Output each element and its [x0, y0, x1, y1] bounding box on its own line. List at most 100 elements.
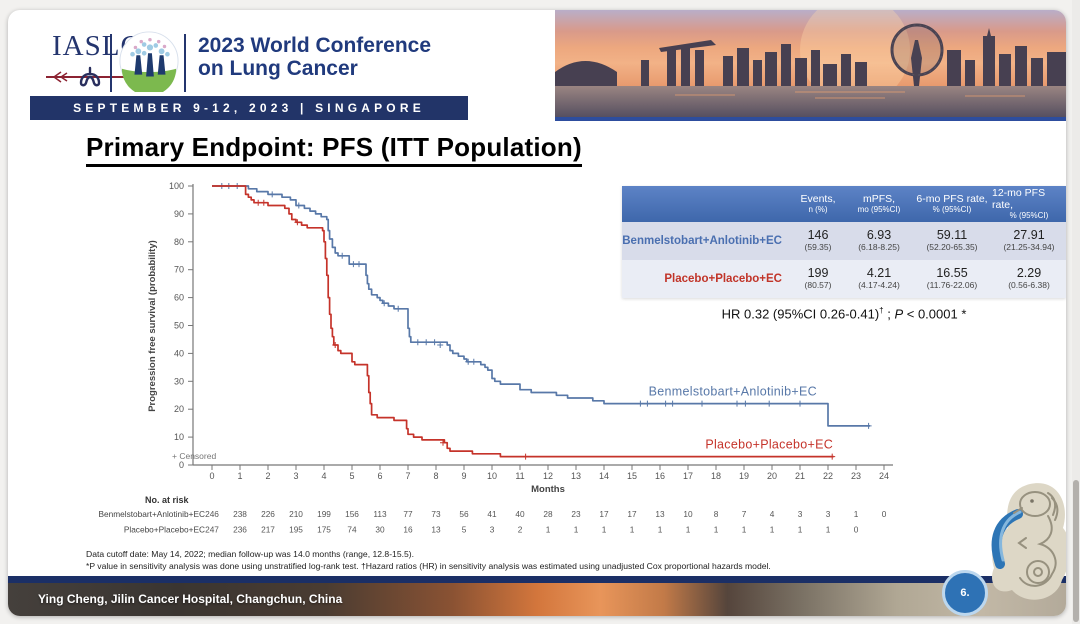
at-risk-value: 8 [714, 509, 719, 519]
conference-title-line2: on Lung Cancer [198, 57, 358, 81]
x-tick-label: 5 [349, 471, 354, 481]
censor-mark [465, 358, 472, 365]
censor-mark [414, 339, 421, 346]
at-risk-value: 77 [403, 509, 413, 519]
km-curve-1 [212, 185, 834, 458]
x-tick-label: 4 [321, 471, 326, 481]
results-header-mpfs: mPFS, mo (95%CI) [846, 186, 912, 222]
at-risk-value: 3 [826, 509, 831, 519]
at-risk-value: 0 [882, 509, 887, 519]
x-tick-label: 16 [655, 471, 665, 481]
results-header-12mo: 12-mo PFS rate, % (95%CI) [992, 186, 1066, 222]
censor-mark [644, 400, 651, 407]
censor-mark [742, 400, 749, 407]
y-axis-title: Progression free survival (probability) [147, 240, 158, 412]
results-cell: 59.11 (52.20-65.35) [912, 222, 992, 260]
censor-mark [669, 400, 676, 407]
at-risk-value: 2 [518, 525, 523, 535]
y-tick-label: 60 [174, 293, 184, 303]
x-tick-label: 14 [599, 471, 609, 481]
censor-mark [269, 191, 276, 198]
y-tick-label: 100 [169, 181, 184, 191]
censor-mark [350, 261, 357, 268]
results-row-label-arm2: Placebo+Placebo+EC [622, 260, 790, 298]
scrollbar-track [1072, 0, 1080, 624]
conference-date-banner: SEPTEMBER 9-12, 2023 | SINGAPORE [30, 96, 468, 120]
censor-mark [470, 358, 477, 365]
singapore-skyline-photo [555, 10, 1066, 117]
conference-title: 2023 World Conference on Lung Cancer [198, 34, 431, 80]
censor-mark [339, 252, 346, 259]
at-risk-value: 247 [205, 525, 219, 535]
supertree-logo-icon [119, 31, 179, 92]
censor-mark [829, 453, 836, 460]
x-tick-label: 3 [293, 471, 298, 481]
y-tick-label: 40 [174, 348, 184, 358]
at-risk-value: 73 [431, 509, 441, 519]
at-risk-value: 1 [630, 525, 635, 535]
y-tick-label: 70 [174, 265, 184, 275]
at-risk-value: 246 [205, 509, 219, 519]
at-risk-value: 210 [289, 509, 303, 519]
at-risk-value: 1 [602, 525, 607, 535]
censor-mark [381, 300, 388, 307]
x-tick-label: 17 [683, 471, 693, 481]
results-header-6mo: 6-mo PFS rate, % (95%CI) [912, 186, 992, 222]
at-risk-value: 236 [233, 525, 247, 535]
censor-mark [423, 339, 430, 346]
conference-title-line1: 2023 World Conference [198, 34, 432, 57]
censor-mark [295, 202, 302, 209]
x-tick-label: 24 [879, 471, 889, 481]
results-row-label-arm1: Benmelstobart+Anlotinib+EC [622, 222, 790, 260]
at-risk-title: No. at risk [145, 495, 190, 505]
at-risk-value: 1 [714, 525, 719, 535]
header-bottom-rule [555, 117, 1066, 121]
at-risk-value: 195 [289, 525, 303, 535]
scrollbar-thumb[interactable] [1073, 480, 1079, 622]
page-title: Primary Endpoint: PFS (ITT Population) [86, 132, 582, 167]
censor-mark [699, 400, 705, 407]
x-tick-label: 12 [543, 471, 553, 481]
x-tick-label: 19 [739, 471, 749, 481]
x-tick-label: 9 [461, 471, 466, 481]
censor-mark [522, 453, 529, 460]
censor-mark [356, 261, 362, 268]
header-divider [184, 34, 186, 92]
at-risk-value: 56 [459, 509, 469, 519]
x-tick-label: 2 [265, 471, 270, 481]
at-risk-value: 17 [599, 509, 609, 519]
censor-mark [437, 342, 444, 348]
x-tick-label: 0 [209, 471, 214, 481]
censor-mark [766, 400, 773, 407]
results-cell: 27.91 (21.25-34.94) [992, 222, 1066, 260]
header-divider [110, 34, 112, 92]
at-risk-value: 1 [742, 525, 747, 535]
x-axis-title: Months [531, 484, 565, 495]
censor-mark [294, 219, 301, 226]
footer-bar: Ying Cheng, Jilin Cancer Hospital, Chang… [8, 583, 1066, 616]
at-risk-value: 28 [543, 509, 553, 519]
hazard-ratio-text: HR 0.32 (95%CI 0.26-0.41)† ; P < 0.0001 … [721, 306, 967, 322]
y-tick-label: 20 [174, 404, 184, 414]
at-risk-value: 17 [627, 509, 637, 519]
results-header-empty [622, 186, 790, 222]
at-risk-value: 1 [798, 525, 803, 535]
at-risk-value: 40 [515, 509, 525, 519]
at-risk-value: 1 [770, 525, 775, 535]
at-risk-value: 1 [658, 525, 663, 535]
merlion-logo-icon [991, 483, 1066, 600]
censor-mark [255, 199, 262, 206]
at-risk-value: 13 [655, 509, 665, 519]
y-tick-label: 90 [174, 209, 184, 219]
censor-mark [395, 305, 402, 312]
x-tick-label: 6 [377, 471, 382, 481]
at-risk-value: 199 [317, 509, 331, 519]
censor-mark [431, 339, 438, 346]
at-risk-value: 74 [347, 525, 357, 535]
y-tick-label: 80 [174, 237, 184, 247]
footnote-line2: *P value in sensitivity analysis was don… [86, 560, 771, 571]
footer-navy-rule [8, 576, 1066, 583]
at-risk-value: 1 [854, 509, 859, 519]
at-risk-value: 3 [798, 509, 803, 519]
at-risk-value: 113 [373, 509, 387, 519]
